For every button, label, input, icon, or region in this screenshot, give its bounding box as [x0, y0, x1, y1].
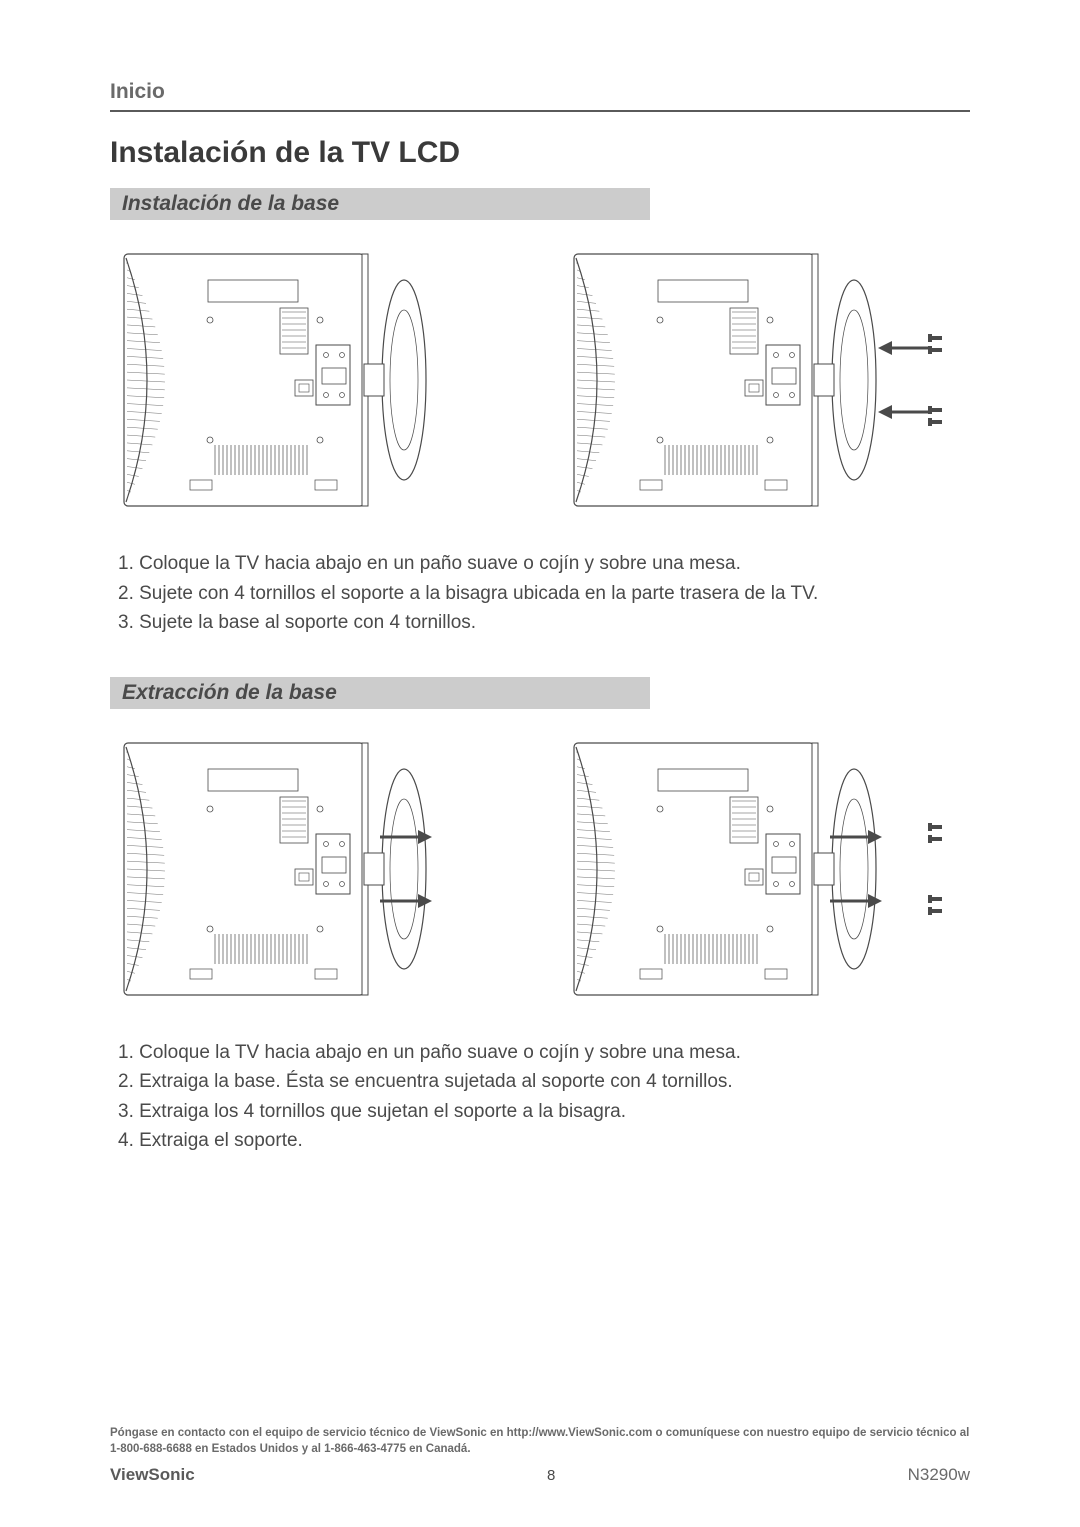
footer-brand: ViewSonic [110, 1465, 195, 1485]
remove-steps: 1. Coloque la TV hacia abajo en un paño … [110, 1039, 970, 1155]
page-footer: Póngase en contacto con el equipo de ser… [110, 1425, 970, 1485]
step-item: 3. Sujete la base al soporte con 4 torni… [118, 609, 970, 637]
diagram-row-remove [110, 739, 970, 999]
footer-model: N3290w [908, 1465, 970, 1485]
tv-diagram-remove-2 [570, 739, 950, 999]
tv-diagram-install-1 [120, 250, 490, 510]
step-item: 1. Coloque la TV hacia abajo en un paño … [118, 550, 970, 578]
step-item: 2. Sujete con 4 tornillos el soporte a l… [118, 580, 970, 608]
section-heading-remove: Extracción de la base [110, 677, 650, 709]
section-heading-install: Instalación de la base [110, 188, 650, 220]
footer-page-number: 8 [547, 1467, 555, 1484]
breadcrumb: Inicio [110, 80, 970, 112]
step-item: 2. Extraiga la base. Ésta se encuentra s… [118, 1068, 970, 1096]
step-item: 3. Extraiga los 4 tornillos que sujetan … [118, 1098, 970, 1126]
tv-diagram-install-2 [570, 250, 950, 510]
tv-diagram-remove-1 [120, 739, 490, 999]
install-steps: 1. Coloque la TV hacia abajo en un paño … [110, 550, 970, 637]
step-item: 4. Extraiga el soporte. [118, 1127, 970, 1155]
footer-contact-note: Póngase en contacto con el equipo de ser… [110, 1425, 970, 1457]
step-item: 1. Coloque la TV hacia abajo en un paño … [118, 1039, 970, 1067]
page-title: Instalación de la TV LCD [110, 136, 970, 170]
diagram-row-install [110, 250, 970, 510]
